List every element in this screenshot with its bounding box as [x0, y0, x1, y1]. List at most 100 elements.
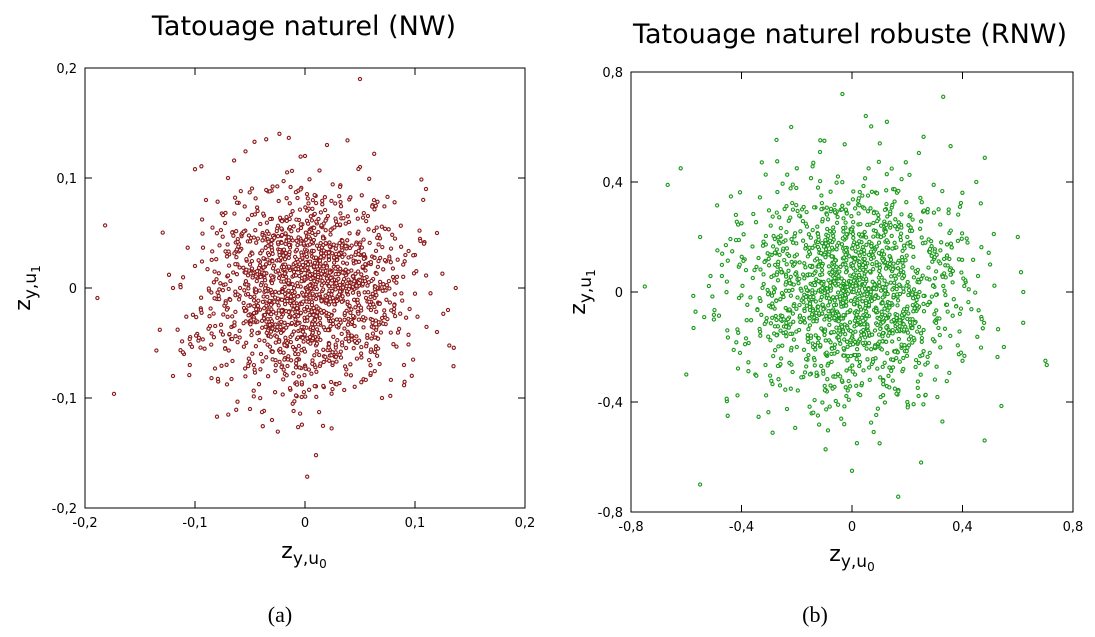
scatter-point-rnw: [842, 347, 845, 350]
scatter-point-rnw: [856, 245, 859, 248]
scatter-point-rnw: [839, 333, 842, 336]
scatter-point-rnw: [855, 313, 858, 316]
scatter-point-rnw: [849, 385, 852, 388]
scatter-point-rnw: [666, 183, 669, 186]
scatter-point-rnw: [911, 266, 914, 269]
scatter-point-nw: [275, 335, 278, 338]
scatter-point-nw: [356, 301, 359, 304]
scatter-point-nw: [254, 197, 257, 200]
scatter-point-rnw: [919, 227, 922, 230]
scatter-point-nw: [283, 344, 286, 347]
scatter-point-nw: [346, 239, 349, 242]
scatter-point-rnw: [915, 299, 918, 302]
scatter-point-rnw: [829, 239, 832, 242]
scatter-point-nw: [359, 306, 362, 309]
scatter-point-nw: [248, 191, 251, 194]
scatter-point-rnw: [980, 246, 983, 249]
scatter-point-nw: [155, 349, 158, 352]
scatter-point-nw: [363, 319, 366, 322]
scatter-point-nw: [186, 246, 189, 249]
scatter-point-nw: [375, 310, 378, 313]
scatter-point-nw: [215, 258, 218, 261]
scatter-point-rnw: [922, 403, 925, 406]
scatter-point-rnw: [887, 334, 890, 337]
scatter-point-rnw: [893, 241, 896, 244]
scatter-point-rnw: [795, 167, 798, 170]
scatter-point-nw: [200, 260, 203, 263]
scatter-point-nw: [330, 380, 333, 383]
scatter-point-rnw: [935, 309, 938, 312]
scatter-point-nw: [336, 339, 339, 342]
scatter-point-rnw: [762, 273, 765, 276]
scatter-point-nw: [227, 287, 230, 290]
scatter-point-rnw: [699, 483, 702, 486]
scatter-point-rnw: [818, 423, 821, 426]
scatter-point-rnw: [920, 337, 923, 340]
scatter-point-nw: [225, 383, 228, 386]
scatter-point-rnw: [906, 331, 909, 334]
scatter-point-rnw: [699, 235, 702, 238]
scatter-point-rnw: [845, 266, 848, 269]
scatter-point-nw: [360, 381, 363, 384]
scatter-point-rnw: [916, 268, 919, 271]
scatter-point-rnw: [881, 296, 884, 299]
scatter-point-rnw: [926, 211, 929, 214]
scatter-point-nw: [287, 265, 290, 268]
scatter-point-rnw: [751, 276, 754, 279]
scatter-point-nw: [344, 245, 347, 248]
scatter-point-rnw: [905, 201, 908, 204]
scatter-point-nw: [242, 301, 245, 304]
scatter-point-nw: [301, 264, 304, 267]
scatter-point-rnw: [840, 417, 843, 420]
scatter-point-nw: [333, 309, 336, 312]
scatter-point-nw: [305, 193, 308, 196]
scatter-point-rnw: [778, 384, 781, 387]
scatter-point-rnw: [726, 329, 729, 332]
scatter-point-rnw: [895, 288, 898, 291]
scatter-point-nw: [236, 341, 239, 344]
scatter-point-nw: [247, 304, 250, 307]
scatter-point-rnw: [863, 323, 866, 326]
scatter-point-rnw: [850, 215, 853, 218]
scatter-point-rnw: [935, 365, 938, 368]
scatter-point-rnw: [891, 203, 894, 206]
scatter-point-nw: [228, 332, 231, 335]
scatter-point-rnw: [823, 384, 826, 387]
y-tick-label: -0,4: [598, 396, 623, 411]
scatter-point-rnw: [791, 312, 794, 315]
scatter-point-rnw: [894, 350, 897, 353]
scatter-point-rnw: [790, 238, 793, 241]
scatter-point-rnw: [803, 262, 806, 265]
scatter-point-rnw: [816, 186, 819, 189]
scatter-point-rnw: [961, 258, 964, 261]
scatter-point-rnw: [845, 212, 848, 215]
scatter-point-rnw: [807, 340, 810, 343]
scatter-point-rnw: [763, 322, 766, 325]
scatter-point-rnw: [866, 210, 869, 213]
scatter-point-nw: [300, 280, 303, 283]
scatter-point-rnw: [761, 244, 764, 247]
scatter-point-rnw: [767, 335, 770, 338]
scatter-point-nw: [216, 377, 219, 380]
scatter-point-rnw: [713, 309, 716, 312]
scatter-point-nw: [304, 395, 307, 398]
scatter-point-nw: [372, 326, 375, 329]
scatter-point-rnw: [873, 329, 876, 332]
scatter-point-nw: [389, 394, 392, 397]
scatter-point-nw: [234, 196, 237, 199]
scatter-point-rnw: [912, 297, 915, 300]
scatter-point-rnw: [844, 253, 847, 256]
scatter-point-nw: [393, 237, 396, 240]
scatter-point-rnw: [794, 272, 797, 275]
scatter-point-rnw: [896, 323, 899, 326]
scatter-point-nw: [364, 378, 367, 381]
scatter-point-nw: [335, 318, 338, 321]
scatter-point-rnw: [938, 334, 941, 337]
scatter-point-rnw: [907, 312, 910, 315]
scatter-point-rnw: [890, 234, 893, 237]
scatter-point-rnw: [823, 318, 826, 321]
scatter-point-rnw: [950, 246, 953, 249]
scatter-point-rnw: [826, 244, 829, 247]
scatter-point-rnw: [859, 223, 862, 226]
scatter-point-nw: [300, 254, 303, 257]
